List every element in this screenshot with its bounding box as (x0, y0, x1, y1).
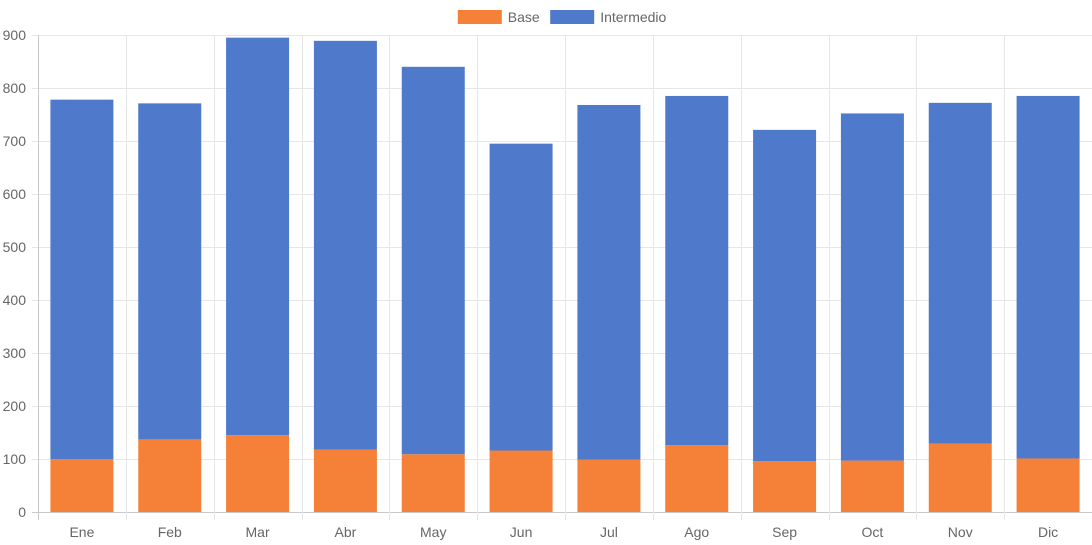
y-tick-label: 700 (3, 133, 27, 149)
y-tick-label: 400 (3, 292, 27, 308)
y-tick-label: 100 (3, 451, 27, 467)
y-tick-label: 0 (18, 504, 26, 520)
bar-base-ago[interactable] (665, 445, 729, 512)
legend: Base Intermedio (457, 9, 667, 25)
legend-label-base[interactable]: Base (508, 9, 540, 25)
x-tick-label: Sep (772, 524, 797, 540)
bar-intermedio-jul[interactable] (577, 104, 641, 460)
x-tick-label: Ene (69, 524, 94, 540)
legend-swatch-base[interactable] (457, 10, 502, 24)
bar-base-abr[interactable] (313, 449, 377, 512)
bar-base-may[interactable] (401, 454, 465, 512)
y-tick-label: 500 (3, 239, 27, 255)
x-tick-label: Nov (948, 524, 973, 540)
bar-intermedio-nov[interactable] (928, 102, 992, 444)
y-tick-label: 200 (3, 398, 27, 414)
bar-base-mar[interactable] (226, 435, 290, 512)
y-tick-label: 800 (3, 80, 27, 96)
bar-intermedio-feb[interactable] (138, 103, 202, 440)
bar-intermedio-jun[interactable] (489, 143, 553, 451)
bar-base-feb[interactable] (138, 439, 202, 512)
x-tick-label: Mar (246, 524, 270, 540)
bar-base-nov[interactable] (928, 443, 992, 512)
bar-intermedio-abr[interactable] (313, 40, 377, 450)
bar-intermedio-dic[interactable] (1016, 95, 1080, 459)
x-tick-label: Oct (862, 524, 884, 540)
bar-base-ene[interactable] (50, 459, 114, 512)
x-tick-label: Ago (684, 524, 709, 540)
bar-intermedio-oct[interactable] (840, 113, 904, 461)
bar-intermedio-ago[interactable] (665, 95, 729, 446)
y-tick-label: 300 (3, 345, 27, 361)
bar-intermedio-sep[interactable] (753, 129, 817, 462)
legend-label-intermedio[interactable]: Intermedio (600, 9, 666, 25)
y-tick-label: 600 (3, 186, 27, 202)
axes: 0 100 200 300 400 500 600 700 800 900 Ene Feb Mar Abr… (3, 27, 1059, 540)
x-tick-label: Abr (335, 524, 357, 540)
x-tick-label: Feb (158, 524, 182, 540)
bars (50, 37, 1080, 512)
x-tick-label: Dic (1038, 524, 1058, 540)
bar-base-jul[interactable] (577, 459, 641, 512)
x-tick-label: Jun (510, 524, 533, 540)
bar-base-jun[interactable] (489, 450, 553, 512)
bar-intermedio-ene[interactable] (50, 99, 114, 459)
bar-base-dic[interactable] (1016, 458, 1080, 512)
grid-lines (32, 35, 1092, 520)
bar-intermedio-may[interactable] (401, 66, 465, 455)
bar-intermedio-mar[interactable] (226, 37, 290, 436)
bar-base-oct[interactable] (840, 460, 904, 512)
x-tick-label: May (420, 524, 446, 540)
x-tick-label: Jul (600, 524, 618, 540)
y-tick-label: 900 (3, 27, 27, 43)
bar-base-sep[interactable] (753, 461, 817, 512)
legend-swatch-intermedio[interactable] (550, 10, 595, 24)
